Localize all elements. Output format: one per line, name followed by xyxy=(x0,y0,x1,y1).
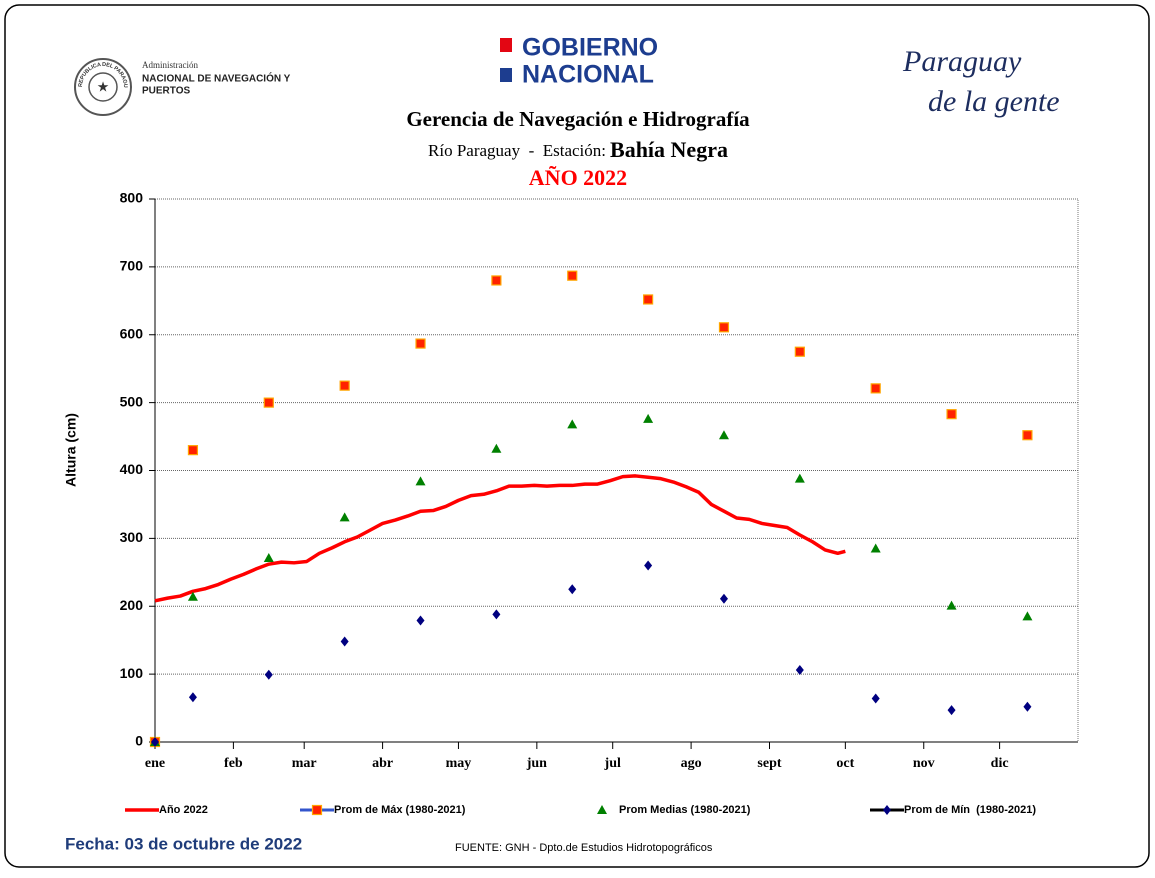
marker-diamond xyxy=(719,593,728,604)
marker-triangle xyxy=(597,805,607,814)
date: Fecha: 03 de octubre de 2022 xyxy=(65,834,302,853)
marker-triangle xyxy=(1022,611,1033,621)
agency-line: Administración xyxy=(142,60,198,70)
marker-diamond xyxy=(264,669,273,680)
legend-label: Prom de Mín (1980-2021) xyxy=(904,804,1036,816)
marker-triangle xyxy=(946,600,957,610)
y-tick-label: 100 xyxy=(120,665,144,681)
marker-square xyxy=(794,346,805,357)
seal-inner xyxy=(88,72,118,102)
marker-square xyxy=(643,294,654,305)
seal-star: ★ xyxy=(97,79,110,95)
seal-ring xyxy=(74,58,132,116)
plot: 0 100 200 300 400 500 600 700 800 ene feb mar abr may… xyxy=(120,190,1079,816)
marker-square xyxy=(187,445,199,456)
y-tick-label: 300 xyxy=(120,529,144,545)
marker-square xyxy=(946,409,957,420)
source: FUENTE: GNH - Dpto.de Estudios Hidrotopo… xyxy=(455,842,713,854)
subtitle: Río Paraguay - Estación: xyxy=(428,141,606,160)
y-tick-label: 500 xyxy=(120,393,144,409)
marker-triangle xyxy=(415,476,426,486)
marker-square xyxy=(415,338,426,349)
marker-triangle xyxy=(643,413,654,423)
x-tick-label: may xyxy=(446,756,472,771)
chart-title: Gerencia de Navegación e Hidrografía xyxy=(406,107,750,131)
marker-square xyxy=(491,275,502,286)
marker-diamond xyxy=(416,615,425,626)
slogan: Paraguay xyxy=(902,45,1022,78)
flag-red xyxy=(500,38,512,52)
chart-subtitle: Río Paraguay - Estación: Bahía Negra xyxy=(428,137,728,162)
marker-square xyxy=(718,322,730,333)
marker-triangle xyxy=(491,443,502,453)
x-tick-label: ene xyxy=(145,756,165,771)
x-tick-label: sept xyxy=(757,756,781,771)
x-tick-label: nov xyxy=(913,756,935,771)
x-tick-label: oct xyxy=(836,756,854,771)
marker-triangle xyxy=(187,591,198,601)
marker-diamond xyxy=(568,584,577,595)
gov-line: NACIONAL xyxy=(522,61,654,89)
y-tick-label: 200 xyxy=(120,597,144,613)
marker-triangle xyxy=(263,553,274,563)
y-tick-label: 700 xyxy=(120,258,144,274)
agency-line: PUERTOS xyxy=(142,86,190,97)
y-tick-label: 0 xyxy=(135,733,143,749)
marker-diamond xyxy=(151,737,159,747)
x-tick-label: dic xyxy=(991,756,1009,771)
gov-line: GOBIERNO xyxy=(522,34,658,62)
y-tick-label: 400 xyxy=(120,461,144,477)
y-axis-label: Altura (cm) xyxy=(63,413,79,487)
marker-triangle xyxy=(870,543,881,553)
marker-diamond xyxy=(795,665,804,676)
marker-diamond xyxy=(1023,701,1032,712)
marker-triangle xyxy=(339,512,350,522)
x-tick-label: jul xyxy=(604,756,621,771)
frame xyxy=(4,4,1150,868)
marker-square xyxy=(870,383,881,394)
y-tick-label: 600 xyxy=(120,325,144,341)
marker-square xyxy=(1022,430,1033,441)
marker-triangle xyxy=(567,419,578,429)
agency-line: NACIONAL DE NAVEGACIÓN Y xyxy=(142,72,291,85)
marker-triangle xyxy=(718,430,729,440)
marker-square xyxy=(567,270,578,281)
x-tick-label: ago xyxy=(681,756,702,771)
marker-diamond xyxy=(492,609,501,620)
marker-square xyxy=(339,380,350,391)
x-tick-label: feb xyxy=(224,756,243,771)
flag-blue xyxy=(500,68,512,82)
x-tick-label: mar xyxy=(292,756,317,771)
marker-diamond xyxy=(947,705,956,716)
marker-diamond xyxy=(871,693,880,704)
marker-triangle xyxy=(794,473,805,483)
legend-label: Prom Medias (1980-2021) xyxy=(619,804,751,816)
legend-label: Año 2022 xyxy=(159,804,208,816)
legend-label: Prom de Máx (1980-2021) xyxy=(334,804,466,816)
marker-diamond xyxy=(883,805,891,815)
x-tick-label: abr xyxy=(372,756,393,771)
marker-square xyxy=(263,397,274,408)
year-label: AÑO 2022 xyxy=(529,165,627,190)
series-line xyxy=(154,474,846,603)
y-tick-label: 800 xyxy=(120,190,144,206)
station: Bahía Negra xyxy=(610,137,728,162)
marker-square xyxy=(311,804,323,816)
marker-diamond xyxy=(188,692,197,703)
marker-diamond xyxy=(340,636,349,647)
slogan: de la gente xyxy=(928,85,1060,118)
marker-diamond xyxy=(644,560,653,571)
x-tick-label: jun xyxy=(526,756,547,771)
